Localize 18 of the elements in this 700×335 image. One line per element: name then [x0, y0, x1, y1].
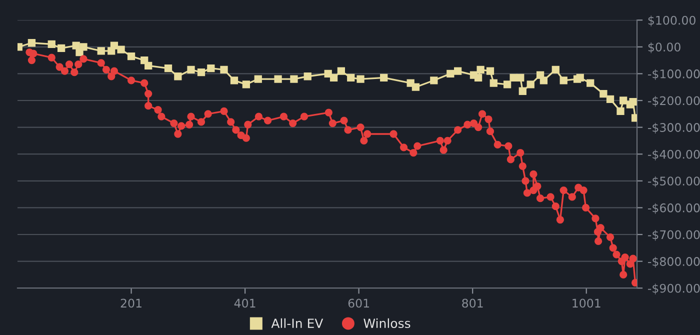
y-tick-label: -$600.00 [648, 203, 700, 214]
x-tick-label: 201 [120, 298, 142, 308]
y-tick-label: -$800.00 [648, 256, 700, 268]
legend-label: All-In EV [271, 318, 324, 328]
y-tick-label: -$700.00 [648, 230, 700, 241]
y-tick-label: -$200.00 [648, 96, 700, 107]
y-tick-label: -$500.00 [648, 176, 700, 188]
legend-label: Winloss [364, 318, 410, 328]
y-tick-label: -$100.00 [648, 69, 700, 80]
x-tick-label: 601 [348, 298, 369, 308]
y-tick-label: -$400.00 [648, 150, 700, 160]
y-tick-label: -$900.00 [648, 284, 700, 294]
x-tick-label: 801 [462, 298, 483, 308]
y-tick-label: $0.00 [648, 42, 680, 54]
y-tick-label: -$300.00 [648, 122, 700, 134]
x-tick-label: 1001 [572, 298, 600, 308]
y-tick-label: $100.00 [648, 16, 696, 26]
x-tick-label: 401 [234, 298, 256, 308]
